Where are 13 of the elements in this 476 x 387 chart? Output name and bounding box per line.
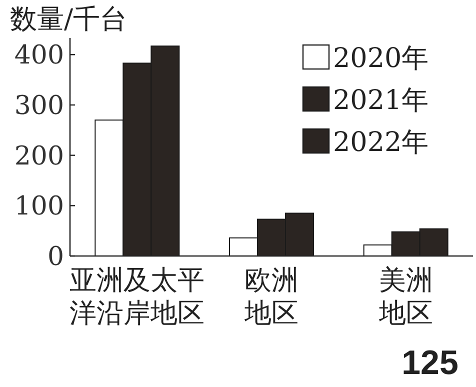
y-tick-label: 400 <box>14 40 64 71</box>
y-tick-label: 0 <box>47 242 64 272</box>
x-tick-label: 欧洲地区 <box>244 265 298 329</box>
y-tick-label: 100 <box>14 192 64 222</box>
y-axis-title: 数量/千台 <box>10 4 128 35</box>
x-tick-label: 美洲地区 <box>378 265 433 329</box>
text: 125 <box>402 344 458 382</box>
y-tick-label: 200 <box>14 141 64 172</box>
legend-label: 2021年 <box>333 85 429 116</box>
legend-label: 2022年 <box>333 127 429 158</box>
legend-label: 2020年 <box>333 43 429 74</box>
x-tick-label: 亚洲及太平洋沿岸地区 <box>70 265 205 329</box>
y-tick-label: 300 <box>14 90 64 121</box>
